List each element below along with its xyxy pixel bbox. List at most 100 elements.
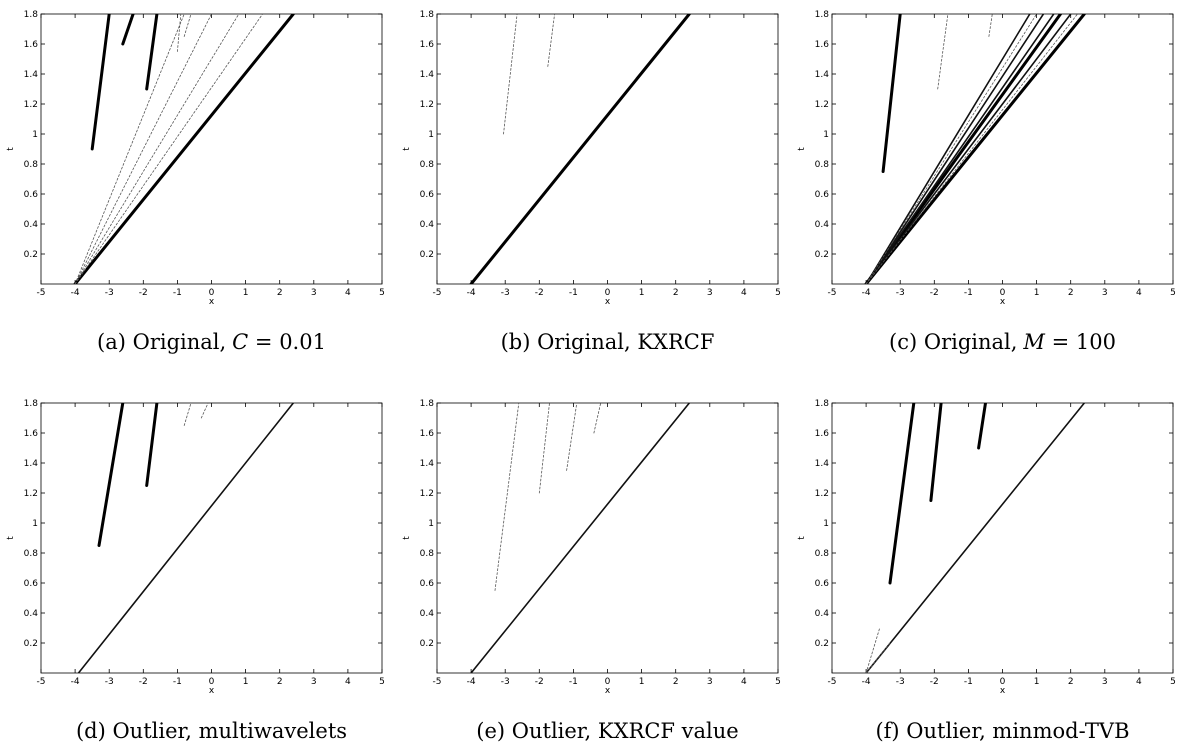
y-tick-label: 0.2 xyxy=(420,250,434,260)
troubled-cell-trace xyxy=(503,14,518,135)
caption-text: (b) Original, KXRCF xyxy=(501,330,715,354)
data-layer xyxy=(865,403,1086,673)
y-tick-label: 1.4 xyxy=(24,70,39,80)
x-tick-label: 2 xyxy=(673,288,679,298)
y-axis-label: t xyxy=(402,536,412,540)
troubled-cell-trace xyxy=(864,14,1086,284)
x-axis-label: x xyxy=(209,686,215,696)
y-tick-label: 1.6 xyxy=(420,429,435,439)
x-tick-label: -1 xyxy=(964,288,973,298)
y-tick-label: 0.8 xyxy=(420,549,435,559)
troubled-cell-trace xyxy=(593,403,602,434)
x-tick-label: -5 xyxy=(433,677,442,687)
y-tick-label: 0.6 xyxy=(815,190,830,200)
y-tick-label: 1.4 xyxy=(24,459,39,469)
x-tick-label: -1 xyxy=(569,288,578,298)
panel-caption: (f) Outlier, minmod-TVB xyxy=(875,719,1129,743)
troubled-cell-trace xyxy=(77,403,295,673)
x-tick-label: -3 xyxy=(896,677,905,687)
troubled-cell-trace xyxy=(547,14,555,67)
x-tick-label: -2 xyxy=(139,677,148,687)
x-tick-label: 0 xyxy=(209,677,215,687)
y-axis-label: t xyxy=(402,147,412,151)
x-tick-label: 2 xyxy=(277,288,283,298)
x-tick-label: 3 xyxy=(311,288,317,298)
plot-area xyxy=(831,13,1174,285)
x-tick-label: -2 xyxy=(535,677,544,687)
x-tick-label: 4 xyxy=(1136,288,1142,298)
troubled-cell-trace xyxy=(145,14,159,91)
y-tick-label: 1.4 xyxy=(420,459,435,469)
x-tick-label: 2 xyxy=(673,677,679,687)
troubled-cell-trace xyxy=(881,14,902,173)
x-tick-label: -3 xyxy=(896,288,905,298)
plot-area xyxy=(40,13,383,285)
y-tick-label: 0.2 xyxy=(815,639,829,649)
troubled-cell-trace xyxy=(888,403,916,585)
y-tick-label: 0.4 xyxy=(420,220,435,230)
plot-area xyxy=(436,13,779,285)
data-layer xyxy=(77,403,295,673)
caption-text: (a) Original, xyxy=(97,330,226,354)
y-tick-label: 1.8 xyxy=(420,10,435,20)
troubled-cell-trace xyxy=(121,14,135,46)
x-tick-label: -5 xyxy=(828,677,837,687)
x-tick-label: -5 xyxy=(37,288,46,298)
x-axis-label: x xyxy=(605,686,611,696)
x-tick-label: -4 xyxy=(467,288,476,298)
panel-caption: (b) Original, KXRCF xyxy=(501,330,715,354)
x-tick-label: 1 xyxy=(1034,677,1040,687)
y-tick-label: 1.8 xyxy=(815,10,830,20)
x-axis-label: x xyxy=(1000,686,1006,696)
y-tick-label: 0.6 xyxy=(24,190,39,200)
y-tick-label: 1.8 xyxy=(24,10,39,20)
troubled-cell-trace xyxy=(865,642,891,673)
x-tick-label: 2 xyxy=(277,677,283,687)
x-tick-label: -3 xyxy=(105,288,114,298)
y-tick-label: 0.8 xyxy=(420,160,435,170)
x-tick-label: 2 xyxy=(1068,677,1074,687)
x-tick-label: -1 xyxy=(569,677,578,687)
chart-panel-1: -5 -4 -3 -2 -1 0 1 2 3 4 5 0.2 0.4 0.6 0.8 1 1.2 1.4 1.6 1.… xyxy=(6,10,385,354)
y-tick-label: 0.6 xyxy=(24,579,39,589)
x-tick-label: -4 xyxy=(71,677,80,687)
x-tick-label: 1 xyxy=(639,288,645,298)
panel-caption: (a) Original, C = 0.01 xyxy=(97,330,326,354)
data-layer xyxy=(864,14,1086,284)
x-tick-label: -5 xyxy=(433,288,442,298)
x-axis-label: x xyxy=(1000,297,1006,307)
troubled-cell-trace xyxy=(97,403,125,547)
y-tick-label: 0.2 xyxy=(24,250,38,260)
troubled-cell-trace xyxy=(977,403,987,450)
x-tick-label: -2 xyxy=(139,288,148,298)
troubled-cell-trace xyxy=(865,14,1031,284)
y-tick-label: 1.2 xyxy=(24,100,38,110)
x-tick-label: 5 xyxy=(379,288,385,298)
y-tick-label: 1.8 xyxy=(815,399,830,409)
x-tick-label: 5 xyxy=(1170,677,1176,687)
y-tick-label: 0.2 xyxy=(24,639,38,649)
x-tick-label: 1 xyxy=(243,288,249,298)
x-tick-label: 4 xyxy=(345,677,351,687)
troubled-cell-trace xyxy=(538,403,550,494)
x-tick-label: 3 xyxy=(1102,677,1108,687)
data-layer xyxy=(470,403,691,673)
x-tick-label: -4 xyxy=(862,677,871,687)
x-axis-label: x xyxy=(209,297,215,307)
y-tick-label: 1.6 xyxy=(24,40,39,50)
y-tick-label: 0.8 xyxy=(24,160,39,170)
x-tick-label: 5 xyxy=(775,288,781,298)
troubled-cell-trace xyxy=(494,403,520,591)
plot-area xyxy=(40,402,383,674)
x-tick-label: 4 xyxy=(1136,677,1142,687)
caption-text: (d) Outlier, multiwavelets xyxy=(76,719,347,743)
caption-math-value: = 100 xyxy=(1045,330,1116,354)
y-tick-label: 1 xyxy=(428,519,434,529)
y-tick-label: 1 xyxy=(823,130,829,140)
x-tick-label: -2 xyxy=(930,288,939,298)
x-tick-label: -3 xyxy=(105,677,114,687)
troubled-cell-trace xyxy=(865,14,1045,284)
troubled-cell-trace xyxy=(74,14,212,284)
troubled-cell-trace xyxy=(865,14,1055,284)
